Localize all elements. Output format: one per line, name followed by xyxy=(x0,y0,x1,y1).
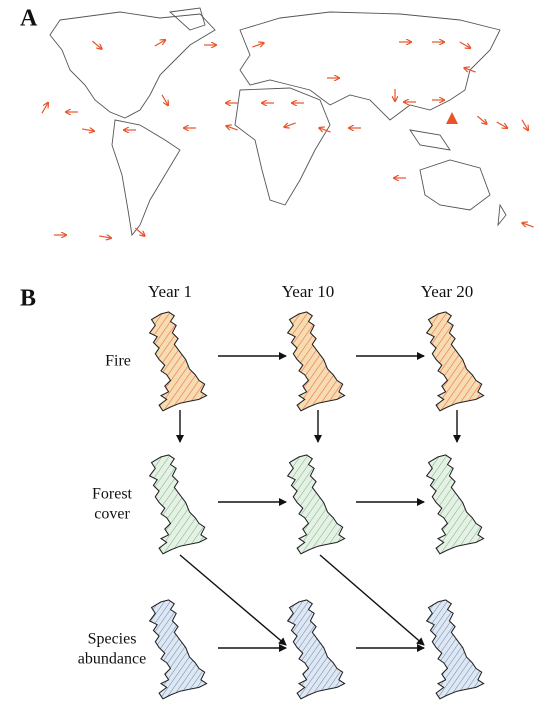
flow-arrow xyxy=(477,115,486,124)
uk-shape xyxy=(287,454,346,555)
column-header: Year 1 xyxy=(148,282,192,301)
marker xyxy=(446,112,458,124)
uk-map xyxy=(149,311,208,412)
flow-arrow xyxy=(319,128,331,133)
uk-shape xyxy=(426,454,485,555)
uk-map xyxy=(426,599,485,700)
uk-map xyxy=(287,599,346,700)
uk-map xyxy=(149,599,208,700)
flow-arrow xyxy=(522,223,534,228)
flow-arrow xyxy=(226,126,238,131)
flow-arrow xyxy=(135,227,144,236)
uk-shape xyxy=(426,599,485,700)
flow-arrow xyxy=(98,236,111,238)
column-header: Year 10 xyxy=(282,282,335,301)
uk-map xyxy=(287,311,346,412)
uk-shape xyxy=(149,454,208,555)
row-label: Species xyxy=(88,631,137,648)
uk-map xyxy=(426,454,485,555)
panel-label: B xyxy=(20,286,36,312)
flow-arrow xyxy=(81,129,94,131)
uk-shape xyxy=(287,599,346,700)
uk-map xyxy=(149,454,208,555)
uk-shape xyxy=(149,599,208,700)
flow-arrow xyxy=(41,103,48,114)
row-label: Fire xyxy=(105,353,131,370)
panel-label: A xyxy=(20,6,38,32)
uk-map xyxy=(426,311,485,412)
flow-arrow xyxy=(161,94,168,105)
row-label: Forest xyxy=(92,486,133,503)
world-map xyxy=(49,7,507,237)
flow-arrow xyxy=(459,41,470,48)
row-label: abundance xyxy=(78,651,146,668)
flow-arrow xyxy=(496,121,507,128)
row-label: cover xyxy=(94,506,130,523)
flow-arrow xyxy=(154,40,165,47)
flow-arrows xyxy=(41,40,534,238)
uk-shape xyxy=(287,311,346,412)
causal-arrows xyxy=(176,352,461,652)
uk-map xyxy=(287,454,346,555)
flow-arrow xyxy=(464,68,476,73)
flow-arrow xyxy=(92,40,101,49)
column-header: Year 20 xyxy=(421,282,474,301)
flow-arrow xyxy=(284,122,296,127)
flow-arrow xyxy=(521,119,528,130)
uk-shape xyxy=(426,311,485,412)
flow-arrow xyxy=(252,43,263,48)
uk-shape xyxy=(149,311,208,412)
